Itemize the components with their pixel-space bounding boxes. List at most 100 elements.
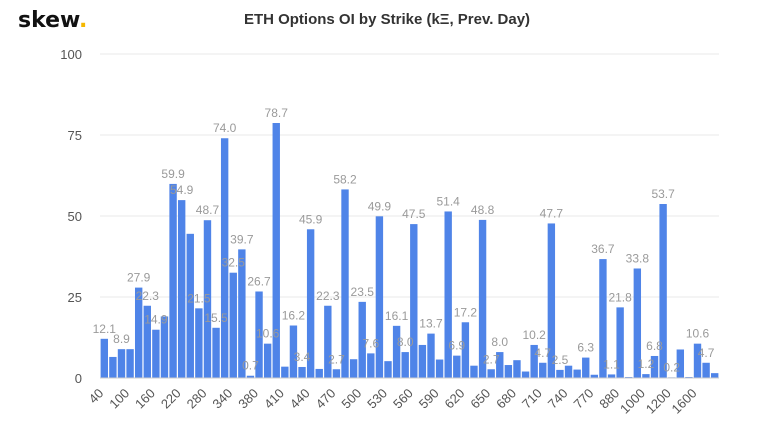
data-label: 4.7 (534, 346, 551, 360)
x-tick-label: 770 (571, 386, 597, 412)
bar (513, 360, 521, 378)
data-label: 0.2 (663, 360, 680, 374)
data-label: 47.7 (540, 206, 564, 220)
x-tick-label: 1200 (643, 386, 674, 417)
bar (435, 359, 444, 378)
bar (289, 325, 298, 378)
data-label: 51.4 (437, 194, 461, 208)
data-label: 39.7 (230, 232, 254, 246)
bar (470, 365, 478, 378)
data-label: 53.7 (651, 187, 675, 201)
bar (530, 344, 538, 378)
bar (564, 365, 573, 378)
bar (186, 233, 194, 378)
data-label: 48.7 (196, 203, 220, 217)
bar (220, 138, 229, 378)
bar (607, 374, 616, 378)
data-label: 8.9 (113, 332, 130, 346)
data-label: 59.9 (161, 167, 185, 181)
x-tick-label: 620 (442, 386, 468, 412)
bar (109, 356, 117, 378)
x-tick-label: 220 (158, 386, 184, 412)
bar (255, 291, 263, 378)
bar (281, 366, 289, 378)
data-label: 10.2 (522, 328, 546, 342)
bar (238, 249, 246, 378)
bar (349, 359, 358, 378)
data-label: 13.7 (419, 317, 443, 331)
bar (693, 343, 702, 378)
data-label: 2.5 (552, 353, 569, 367)
y-tick-label: 75 (68, 128, 82, 143)
bar (461, 322, 470, 378)
x-axis-ticks: 40 100 160 220 280 340 380 410 440 470 500 530 560 59… (86, 386, 700, 417)
bar (203, 220, 212, 378)
x-tick-label: 530 (364, 386, 390, 412)
bar (117, 349, 126, 378)
data-label: 21.5 (187, 291, 211, 305)
data-label: 4.7 (698, 346, 715, 360)
y-tick-label: 0 (75, 371, 82, 386)
data-label: 47.5 (402, 207, 426, 221)
data-label: 7.6 (362, 336, 379, 350)
data-label: 22.3 (316, 289, 340, 303)
bar (418, 344, 427, 378)
data-labels: 12.18.9 27.9 22.3 14.9 59.9 54.9 21.5 48.7 15.5 7… (93, 106, 715, 374)
bar (169, 183, 177, 378)
x-tick-label: 680 (493, 386, 519, 412)
data-label: 8.0 (397, 335, 414, 349)
x-tick-label: 1000 (617, 386, 648, 417)
x-tick-label: 500 (338, 386, 364, 412)
x-tick-label: 650 (467, 386, 493, 412)
bar (332, 369, 341, 378)
bar (590, 374, 599, 378)
bar (573, 369, 581, 378)
x-tick-label: 100 (106, 386, 132, 412)
data-label: 45.9 (299, 212, 323, 226)
bar (547, 223, 556, 378)
bar (521, 371, 530, 378)
gridlines (100, 53, 719, 298)
bar (599, 259, 607, 378)
bar (427, 333, 435, 378)
data-label: 22.3 (136, 289, 160, 303)
data-label: 23.5 (351, 285, 375, 299)
data-label: 2.7 (483, 352, 500, 366)
bar (177, 200, 186, 378)
data-label: 1.2 (638, 357, 655, 371)
y-tick-label: 25 (68, 290, 82, 305)
data-label: 21.8 (608, 290, 632, 304)
x-tick-label: 740 (545, 386, 571, 412)
data-label: 8.0 (491, 335, 508, 349)
bar (195, 308, 203, 378)
data-label: 0.7 (242, 359, 259, 373)
bar (487, 369, 495, 378)
data-label: 32.5 (222, 256, 246, 270)
bar (152, 329, 160, 378)
bar (556, 369, 564, 378)
bar (659, 204, 667, 378)
skew-logo: skew. (18, 8, 87, 33)
data-label: 1.1 (603, 357, 620, 371)
bar (702, 362, 710, 378)
chart-title: ETH Options OI by Strike (kΞ, Prev. Day) (244, 11, 530, 28)
bar (496, 352, 504, 378)
bar (367, 353, 375, 378)
bar (134, 287, 143, 378)
data-label: 3.4 (294, 350, 311, 364)
bar (246, 375, 255, 378)
bar (650, 355, 659, 378)
x-tick-label: 410 (261, 386, 287, 412)
bar (711, 373, 719, 378)
bar (478, 219, 487, 378)
bars (100, 123, 719, 378)
bar (676, 349, 685, 378)
data-label: 16.1 (385, 309, 409, 323)
x-tick-label: 280 (184, 386, 210, 412)
data-label: 10.6 (686, 327, 710, 341)
data-label: 6.3 (577, 341, 594, 355)
bar (100, 338, 108, 378)
bar (401, 352, 409, 378)
bar (539, 362, 547, 378)
